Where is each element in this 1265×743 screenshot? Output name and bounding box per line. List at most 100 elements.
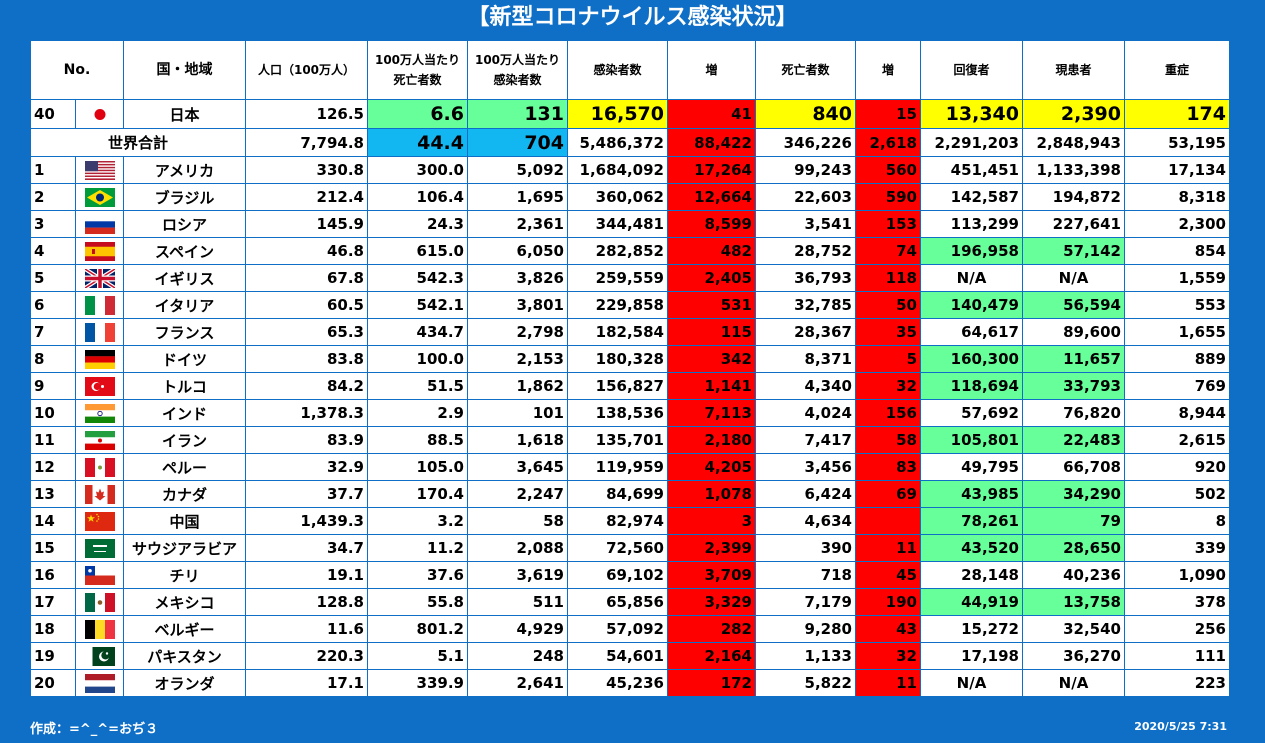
- row-deaths-increase: 58: [855, 426, 921, 454]
- row-cases-per-million: 6,050: [467, 237, 568, 265]
- row-population: 145.9: [245, 210, 368, 238]
- row-cases-per-million: 1,695: [467, 183, 568, 211]
- row-deaths-increase: 11: [855, 669, 921, 697]
- row-serious: 553: [1124, 291, 1230, 319]
- row-cases-increase: 2,164: [667, 642, 756, 670]
- row-deaths-per-million: 615.0: [367, 237, 468, 265]
- row-cases: 54,601: [567, 642, 668, 670]
- row-active: 79: [1022, 507, 1125, 535]
- row-cases: 1,684,092: [567, 156, 668, 184]
- header-deaths: 死亡者数: [755, 40, 856, 100]
- row-recovered: 57,692: [920, 399, 1023, 427]
- header-serious: 重症: [1124, 40, 1230, 100]
- row-serious: 17,134: [1124, 156, 1230, 184]
- table-row: 7 フランス 65.3 434.7 2,798 182,584 115 28,367 35 64,…: [30, 318, 1230, 346]
- row-no: 2: [30, 183, 76, 211]
- row-deaths-increase: 153: [855, 210, 921, 238]
- row-serious: 53,195: [1124, 128, 1230, 157]
- row-deaths-per-million: 542.3: [367, 264, 468, 292]
- spain-flag-icon: [84, 241, 115, 261]
- row-deaths-per-million: 6.6: [367, 99, 468, 129]
- table-row: 13 カナダ 37.7 170.4 2,247 84,699 1,078 6,424 69 43,…: [30, 480, 1230, 508]
- table-row: 8 ドイツ 83.8 100.0 2,153 180,328 342 8,371 5 160,30…: [30, 345, 1230, 373]
- row-serious: 223: [1124, 669, 1230, 697]
- row-cases-increase: 12,664: [667, 183, 756, 211]
- row-deaths-increase: 45: [855, 561, 921, 589]
- row-cases-per-million: 58: [467, 507, 568, 535]
- row-deaths: 8,371: [755, 345, 856, 373]
- row-deaths-increase: 15: [855, 99, 921, 129]
- row-active: 32,540: [1022, 615, 1125, 643]
- row-cases-increase: 8,599: [667, 210, 756, 238]
- row-deaths-increase: 2,618: [855, 128, 921, 157]
- row-cases: 138,536: [567, 399, 668, 427]
- row-recovered: 196,958: [920, 237, 1023, 265]
- row-serious: 8,944: [1124, 399, 1230, 427]
- row-no: 13: [30, 480, 76, 508]
- row-cases: 16,570: [567, 99, 668, 129]
- uk-flag-icon: [84, 268, 115, 288]
- row-population: 11.6: [245, 615, 368, 643]
- japan-flag-icon: [84, 104, 115, 124]
- row-cases-increase: 2,405: [667, 264, 756, 292]
- table-row: 17 メキシコ 128.8 55.8 511 65,856 3,329 7,179 190 44,…: [30, 588, 1230, 616]
- peru-flag-icon: [84, 457, 115, 477]
- row-cases-per-million: 3,826: [467, 264, 568, 292]
- row-country: ブラジル: [123, 183, 246, 211]
- row-country: チリ: [123, 561, 246, 589]
- row-serious: 1,559: [1124, 264, 1230, 292]
- row-deaths-increase: 83: [855, 453, 921, 481]
- row-country: ロシア: [123, 210, 246, 238]
- row-population: 83.9: [245, 426, 368, 454]
- row-cases: 156,827: [567, 372, 668, 400]
- row-country: フランス: [123, 318, 246, 346]
- row-cases-per-million: 131: [467, 99, 568, 129]
- row-serious: 256: [1124, 615, 1230, 643]
- row-cases: 119,959: [567, 453, 668, 481]
- germany-flag-icon: [84, 349, 115, 369]
- row-country: サウジアラビア: [123, 534, 246, 562]
- row-cases-per-million: 101: [467, 399, 568, 427]
- row-population: 37.7: [245, 480, 368, 508]
- row-no: 12: [30, 453, 76, 481]
- row-no: 14: [30, 507, 76, 535]
- row-population: 126.5: [245, 99, 368, 129]
- row-population: 220.3: [245, 642, 368, 670]
- row-cases-per-million: 248: [467, 642, 568, 670]
- row-serious: 8: [1124, 507, 1230, 535]
- row-recovered: 118,694: [920, 372, 1023, 400]
- row-population: 46.8: [245, 237, 368, 265]
- row-population: 1,378.3: [245, 399, 368, 427]
- row-recovered: 105,801: [920, 426, 1023, 454]
- row-deaths: 28,752: [755, 237, 856, 265]
- row-deaths-per-million: 51.5: [367, 372, 468, 400]
- row-active: 57,142: [1022, 237, 1125, 265]
- table-row: 1 アメリカ 330.8 300.0 5,092 1,684,092 17,264 99,24…: [30, 156, 1230, 184]
- row-deaths-per-million: 105.0: [367, 453, 468, 481]
- row-deaths: 5,822: [755, 669, 856, 697]
- row-recovered: 160,300: [920, 345, 1023, 373]
- row-cases-per-million: 3,619: [467, 561, 568, 589]
- row-country: イギリス: [123, 264, 246, 292]
- row-serious: 502: [1124, 480, 1230, 508]
- row-country: 日本: [123, 99, 246, 129]
- row-deaths-per-million: 339.9: [367, 669, 468, 697]
- table-row: 6 イタリア 60.5 542.1 3,801 229,858 531 32,785 50 140…: [30, 291, 1230, 319]
- row-cases-per-million: 5,092: [467, 156, 568, 184]
- row-cases: 259,559: [567, 264, 668, 292]
- row-serious: 769: [1124, 372, 1230, 400]
- table-row: 12 ペルー 32.9 105.0 3,645 119,959 4,205 3,456 83 49…: [30, 453, 1230, 481]
- row-cases-increase: 482: [667, 237, 756, 265]
- row-deaths-increase: 118: [855, 264, 921, 292]
- row-recovered: 43,985: [920, 480, 1023, 508]
- row-active: 33,793: [1022, 372, 1125, 400]
- row-population: 212.4: [245, 183, 368, 211]
- row-no: 15: [30, 534, 76, 562]
- row-recovered: 13,340: [920, 99, 1023, 129]
- table-row: 11 イラン 83.9 88.5 1,618 135,701 2,180 7,417 58 105…: [30, 426, 1230, 454]
- row-active: 76,820: [1022, 399, 1125, 427]
- row-cases: 69,102: [567, 561, 668, 589]
- row-no: 6: [30, 291, 76, 319]
- row-deaths-per-million: 2.9: [367, 399, 468, 427]
- italy-flag-icon: [84, 295, 115, 315]
